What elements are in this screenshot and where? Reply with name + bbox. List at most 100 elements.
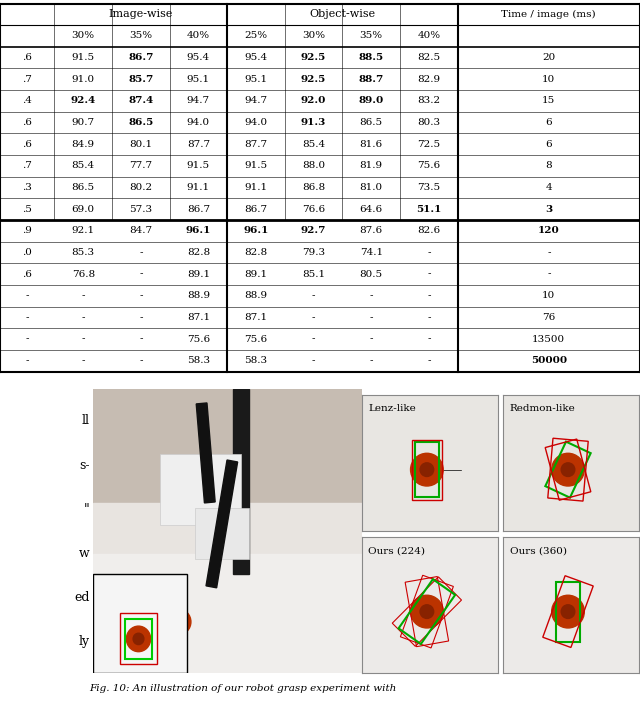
Text: .4: .4 <box>22 97 32 105</box>
Text: 13500: 13500 <box>532 334 565 343</box>
Text: -: - <box>547 270 550 278</box>
Text: 4: 4 <box>545 183 552 192</box>
Text: -: - <box>81 334 85 343</box>
Bar <box>93 573 187 673</box>
Text: .6: .6 <box>22 118 32 127</box>
Text: 92.7: 92.7 <box>301 226 326 236</box>
Text: 50000: 50000 <box>531 356 567 365</box>
Text: -: - <box>427 248 431 257</box>
Text: 87.4: 87.4 <box>128 97 154 105</box>
Text: .5: .5 <box>22 205 32 214</box>
Text: .6: .6 <box>22 270 32 278</box>
Text: 96.1: 96.1 <box>186 226 211 236</box>
Bar <box>160 454 241 525</box>
Bar <box>412 440 442 500</box>
Text: -: - <box>427 313 431 322</box>
Bar <box>543 576 593 648</box>
Text: 86.8: 86.8 <box>302 183 325 192</box>
Text: 87.7: 87.7 <box>244 139 268 149</box>
Text: 6: 6 <box>545 139 552 149</box>
Text: -: - <box>427 356 431 365</box>
Text: 91.0: 91.0 <box>72 75 95 84</box>
Circle shape <box>166 609 191 634</box>
Text: -: - <box>312 356 316 365</box>
Text: 94.0: 94.0 <box>244 118 268 127</box>
Text: -: - <box>547 248 550 257</box>
Circle shape <box>420 463 434 477</box>
Text: 72.5: 72.5 <box>417 139 440 149</box>
Text: 64.6: 64.6 <box>360 205 383 214</box>
Bar <box>556 582 580 641</box>
Text: 88.0: 88.0 <box>302 161 325 170</box>
Text: ": " <box>84 503 90 516</box>
Text: 91.5: 91.5 <box>72 53 95 62</box>
Text: 75.6: 75.6 <box>187 334 210 343</box>
Bar <box>548 438 588 501</box>
Text: 57.3: 57.3 <box>129 205 152 214</box>
Text: 35%: 35% <box>360 32 383 41</box>
Text: s-: s- <box>79 458 90 472</box>
Text: 84.7: 84.7 <box>129 226 152 236</box>
Text: Ours (360): Ours (360) <box>509 546 566 555</box>
Text: 79.3: 79.3 <box>302 248 325 257</box>
Text: 91.3: 91.3 <box>301 118 326 127</box>
Circle shape <box>561 463 575 477</box>
Text: 92.4: 92.4 <box>70 97 96 105</box>
Text: 75.6: 75.6 <box>244 334 268 343</box>
Text: Time / image (ms): Time / image (ms) <box>502 10 596 19</box>
Circle shape <box>552 454 584 486</box>
Circle shape <box>420 605 434 618</box>
Text: 86.7: 86.7 <box>128 53 154 62</box>
Text: -: - <box>139 334 143 343</box>
Text: 40%: 40% <box>187 32 210 41</box>
Text: 91.1: 91.1 <box>244 183 268 192</box>
Bar <box>545 442 591 498</box>
Text: .6: .6 <box>22 139 32 149</box>
Text: .7: .7 <box>22 161 32 170</box>
Text: w: w <box>79 547 90 560</box>
Circle shape <box>126 626 150 652</box>
Text: .3: .3 <box>22 183 32 192</box>
Text: 85.4: 85.4 <box>72 161 95 170</box>
Text: 94.0: 94.0 <box>187 118 210 127</box>
Text: 51.1: 51.1 <box>416 205 442 214</box>
Text: 81.9: 81.9 <box>360 161 383 170</box>
Text: 80.5: 80.5 <box>360 270 383 278</box>
Text: 81.6: 81.6 <box>360 139 383 149</box>
Text: -: - <box>369 291 373 300</box>
Text: -: - <box>369 334 373 343</box>
Text: -: - <box>312 313 316 322</box>
Text: 82.5: 82.5 <box>417 53 440 62</box>
Bar <box>196 403 215 503</box>
Text: 86.5: 86.5 <box>128 118 154 127</box>
Text: -: - <box>427 334 431 343</box>
Text: Object-wise: Object-wise <box>309 9 376 20</box>
Text: -: - <box>139 270 143 278</box>
Text: 58.3: 58.3 <box>244 356 268 365</box>
Text: 82.8: 82.8 <box>244 248 268 257</box>
Text: -: - <box>369 313 373 322</box>
Text: 87.1: 87.1 <box>187 313 210 322</box>
Text: 89.1: 89.1 <box>244 270 268 278</box>
Text: 76.6: 76.6 <box>302 205 325 214</box>
Text: 85.4: 85.4 <box>302 139 325 149</box>
Bar <box>93 503 362 673</box>
Bar <box>206 460 237 588</box>
Text: -: - <box>139 248 143 257</box>
Bar <box>401 576 453 648</box>
Circle shape <box>133 633 144 645</box>
Text: 85.1: 85.1 <box>302 270 325 278</box>
Text: 91.5: 91.5 <box>244 161 268 170</box>
Text: 95.4: 95.4 <box>187 53 210 62</box>
Text: -: - <box>26 356 29 365</box>
Text: ll: ll <box>82 414 90 428</box>
Bar <box>392 577 461 646</box>
Text: 95.1: 95.1 <box>187 75 210 84</box>
Text: 96.1: 96.1 <box>243 226 269 236</box>
Bar <box>405 576 449 646</box>
Text: 76: 76 <box>542 313 556 322</box>
Text: 91.1: 91.1 <box>187 183 210 192</box>
Text: ly: ly <box>79 635 90 648</box>
Text: 92.0: 92.0 <box>301 97 326 105</box>
Text: 95.4: 95.4 <box>244 53 268 62</box>
